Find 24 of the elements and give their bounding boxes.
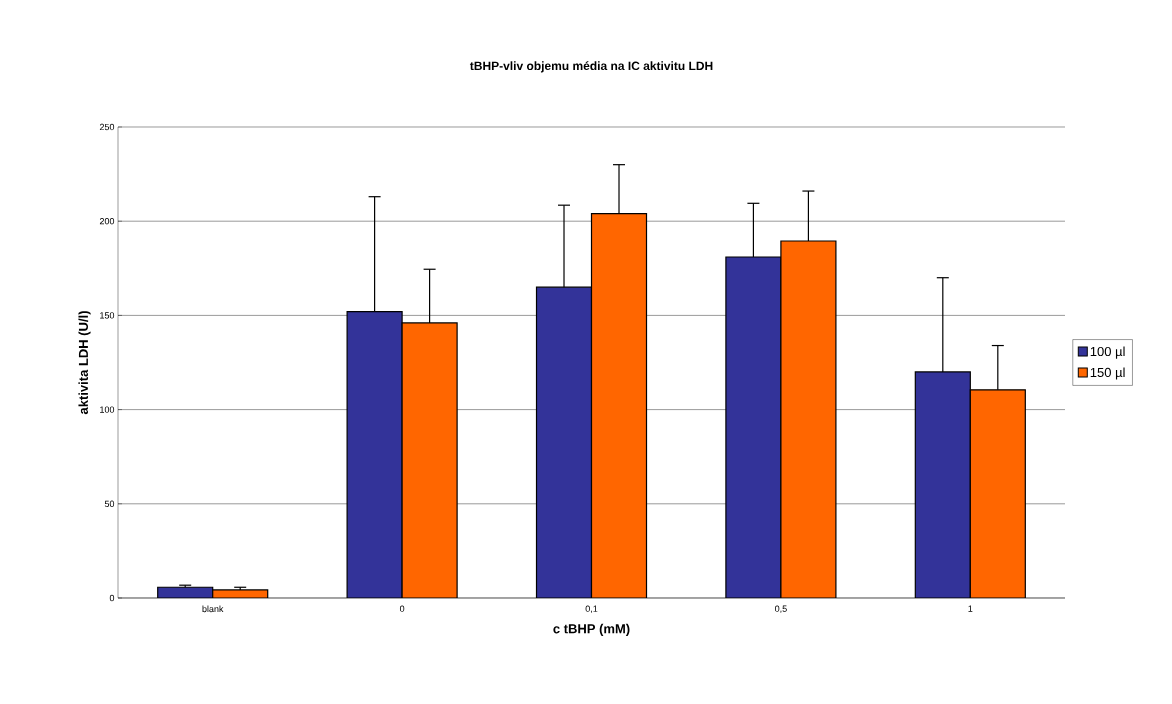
x-tick-label: blank — [202, 605, 224, 613]
bar — [969, 389, 1026, 598]
x-tick-label: 0,5 — [775, 605, 787, 613]
y-tick-label: 50 — [104, 500, 115, 507]
y-tick-label: 150 — [100, 312, 115, 319]
y-tick-label: 200 — [99, 218, 115, 225]
x-tick-label: 0,1 — [585, 605, 598, 613]
legend-label: 100 µl — [1090, 346, 1125, 359]
y-axis-title: aktivita LDH (U/l) — [78, 311, 91, 415]
bar — [590, 213, 648, 598]
bar — [401, 322, 458, 598]
y-tick-label: 100 — [100, 406, 115, 413]
chart-title: tBHP-vliv objemu média na IC aktivitu LDH — [469, 61, 713, 73]
legend-label: 150 µl — [1090, 367, 1125, 380]
bar — [780, 240, 837, 598]
bar — [346, 311, 403, 598]
bar — [914, 371, 971, 598]
bar — [535, 286, 593, 598]
y-tick-label: 250 — [99, 123, 115, 131]
x-tick-label: 1 — [968, 605, 973, 612]
y-tick-label: 0 — [109, 594, 115, 602]
x-tick-label: 0 — [399, 605, 405, 612]
x-axis-title: c tBHP (mM) — [553, 623, 630, 636]
bar — [725, 256, 782, 598]
